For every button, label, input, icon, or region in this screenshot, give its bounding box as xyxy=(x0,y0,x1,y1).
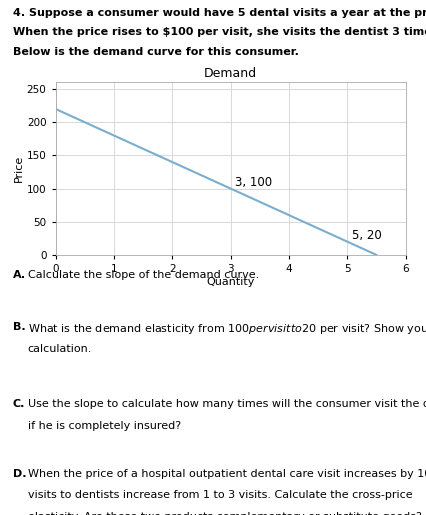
Text: Calculate the slope of the demand curve.: Calculate the slope of the demand curve. xyxy=(28,270,259,280)
Text: Use the slope to calculate how many times will the consumer visit the dentist: Use the slope to calculate how many time… xyxy=(28,399,426,409)
Text: calculation.: calculation. xyxy=(28,344,92,353)
Text: D.: D. xyxy=(13,469,26,478)
X-axis label: Quantity: Quantity xyxy=(206,277,254,287)
Text: elasticity. Are these two products complementary or substitute goods?: elasticity. Are these two products compl… xyxy=(28,512,420,515)
Text: B.: B. xyxy=(13,322,26,332)
Text: What is the demand elasticity from $100 per visit to $20 per visit? Show your: What is the demand elasticity from $100 … xyxy=(28,322,426,336)
Text: if he is completely insured?: if he is completely insured? xyxy=(28,421,181,431)
Text: C.: C. xyxy=(13,399,25,409)
Text: When the price rises to $100 per visit, she visits the dentist 3 times a year.: When the price rises to $100 per visit, … xyxy=(13,27,426,37)
Y-axis label: Price: Price xyxy=(14,155,24,182)
Text: Below is the demand curve for this consumer.: Below is the demand curve for this consu… xyxy=(13,47,298,57)
Text: 3, 100: 3, 100 xyxy=(235,176,272,189)
Text: A.: A. xyxy=(13,270,26,280)
Text: visits to dentists increase from 1 to 3 visits. Calculate the cross-price: visits to dentists increase from 1 to 3 … xyxy=(28,490,412,500)
Text: 5, 20: 5, 20 xyxy=(351,229,381,242)
Title: Demand: Demand xyxy=(204,67,256,80)
Text: When the price of a hospital outpatient dental care visit increases by 10%,: When the price of a hospital outpatient … xyxy=(28,469,426,478)
Text: 4. Suppose a consumer would have 5 dental visits a year at the price of $20.: 4. Suppose a consumer would have 5 denta… xyxy=(13,8,426,18)
